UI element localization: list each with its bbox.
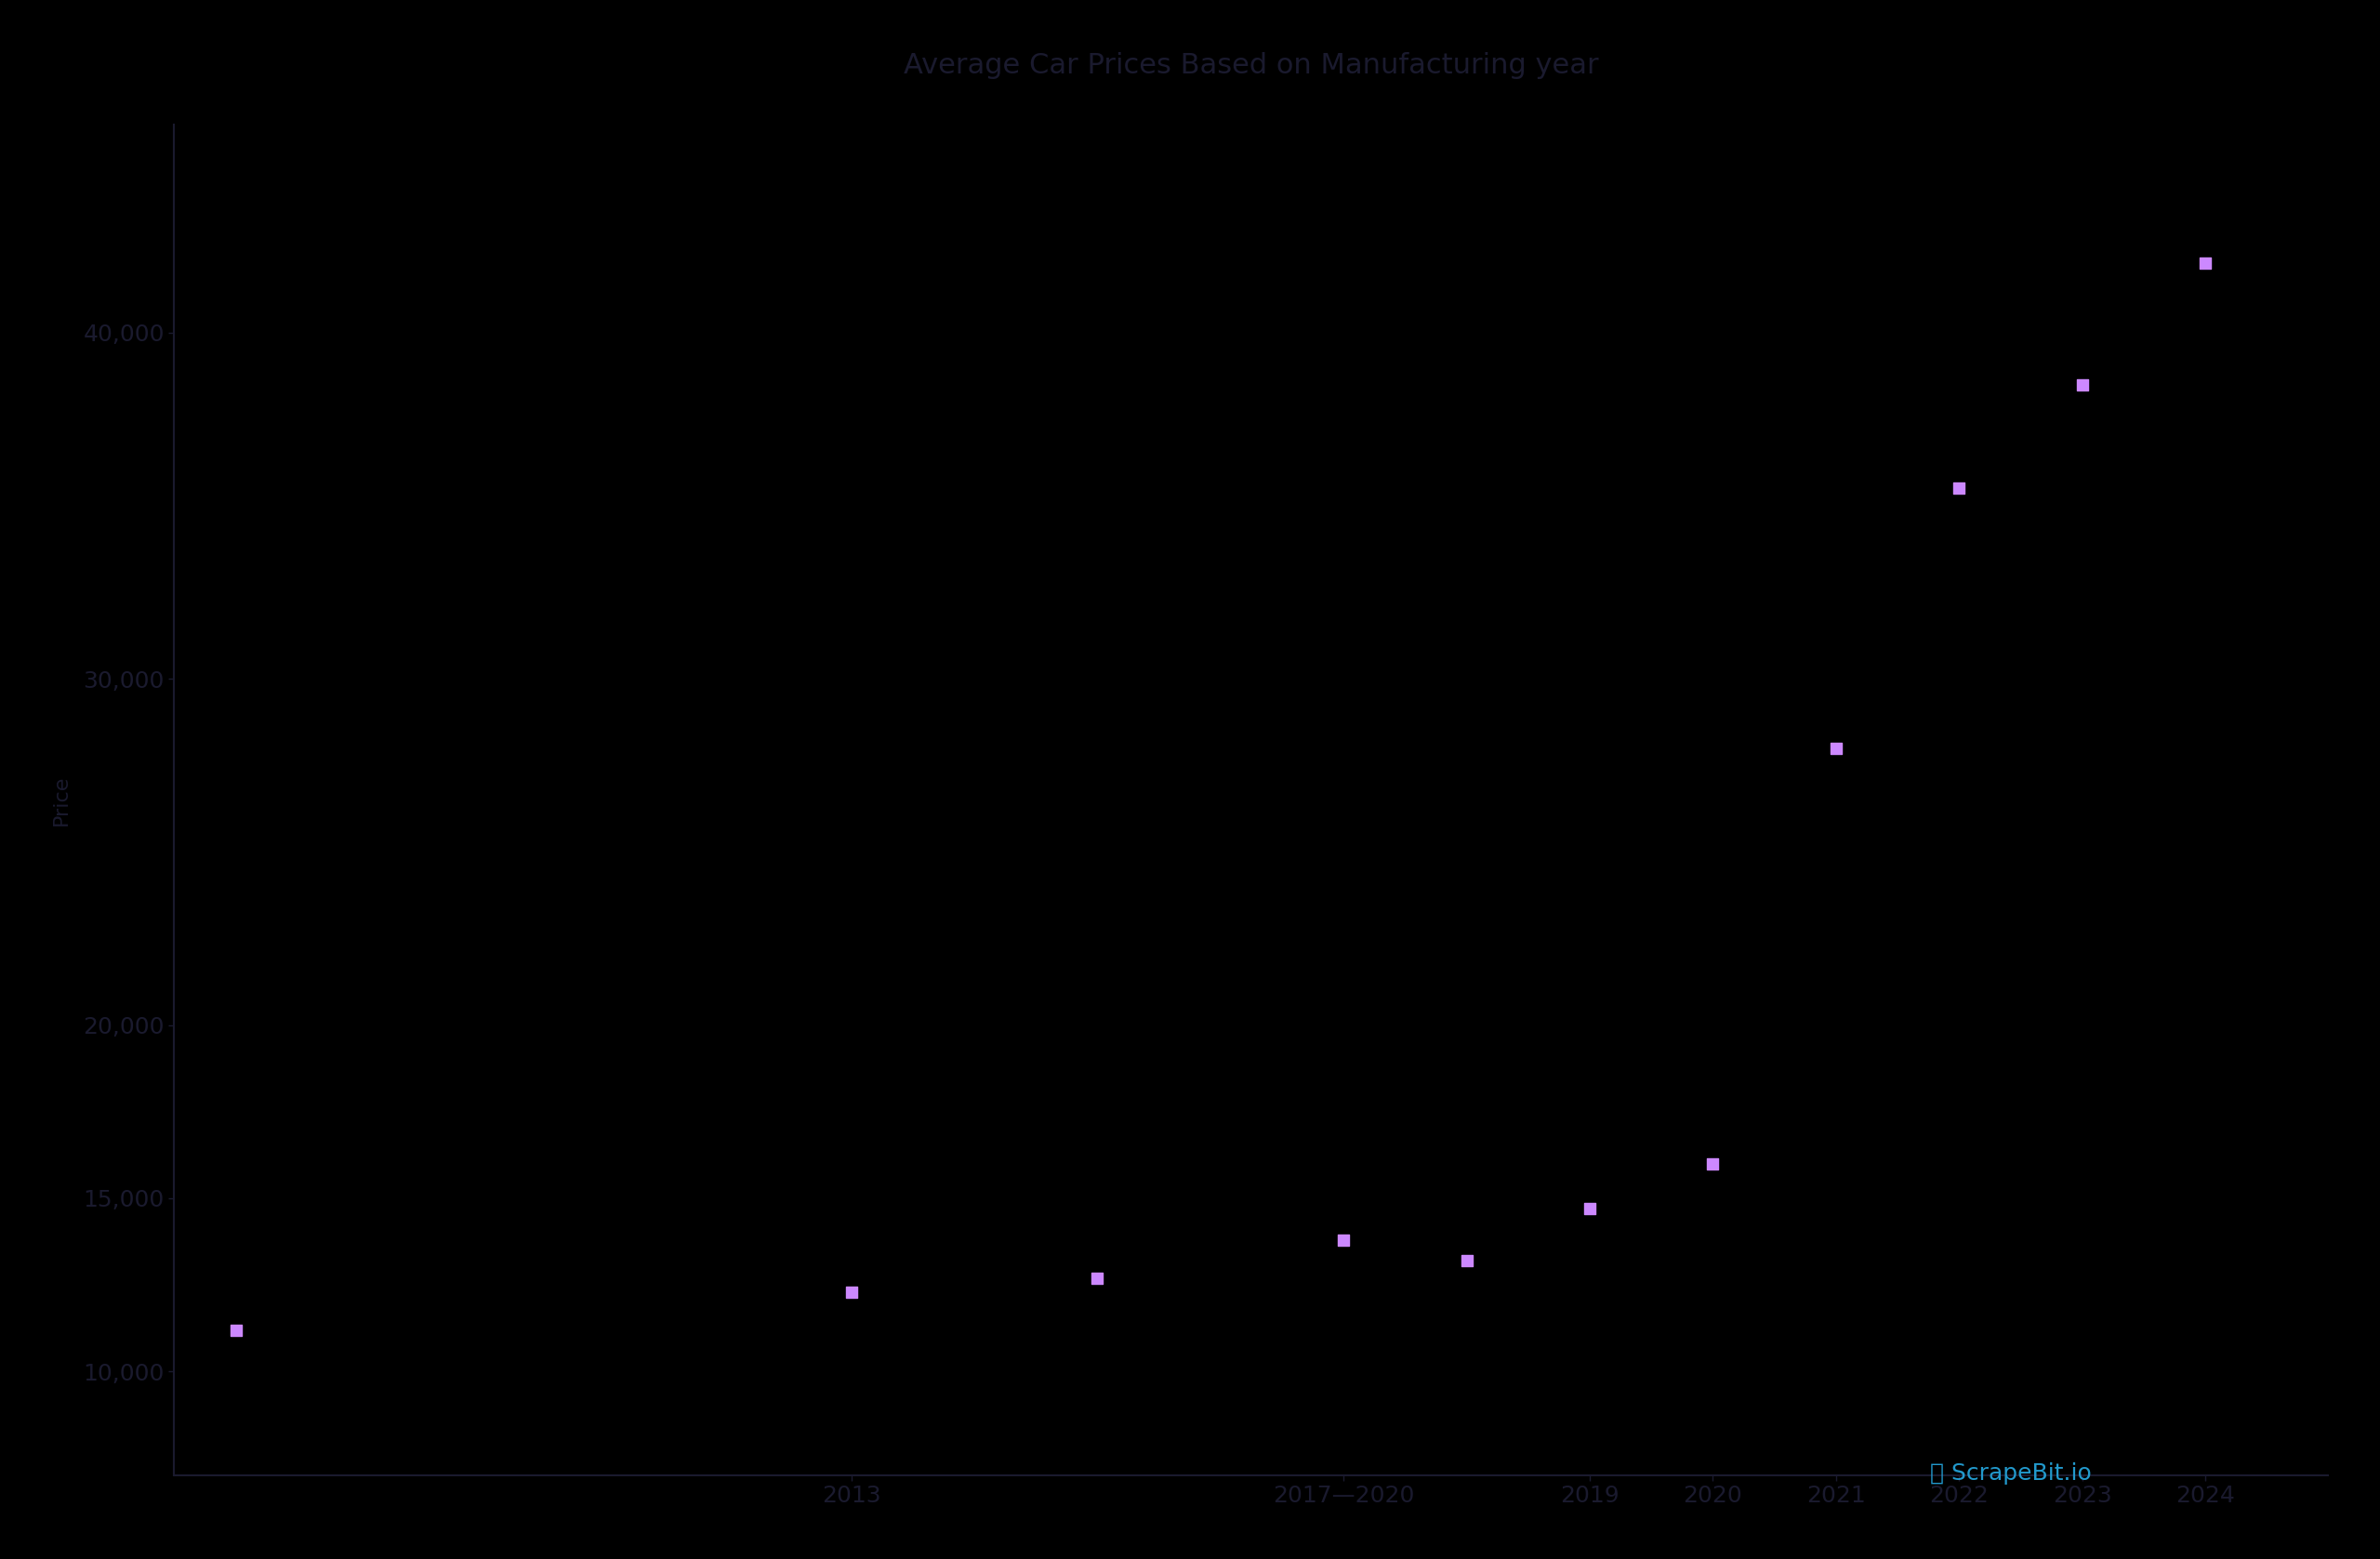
- Point: [1326, 1227, 1364, 1252]
- Title: Average Car Prices Based on Manufacturing year: Average Car Prices Based on Manufacturin…: [904, 51, 1599, 78]
- Point: [2187, 251, 2225, 276]
- Point: [1816, 736, 1854, 761]
- Point: [1940, 475, 1978, 500]
- Point: [2063, 373, 2102, 398]
- Point: [1078, 1266, 1116, 1291]
- Point: [1695, 1151, 1733, 1175]
- Point: [1447, 1249, 1485, 1274]
- Point: [217, 1317, 255, 1342]
- Point: [833, 1280, 871, 1305]
- Point: [1571, 1196, 1609, 1221]
- Text: 🛡 ScrapeBit.io: 🛡 ScrapeBit.io: [1930, 1462, 2092, 1484]
- Y-axis label: Price: Price: [52, 775, 71, 825]
